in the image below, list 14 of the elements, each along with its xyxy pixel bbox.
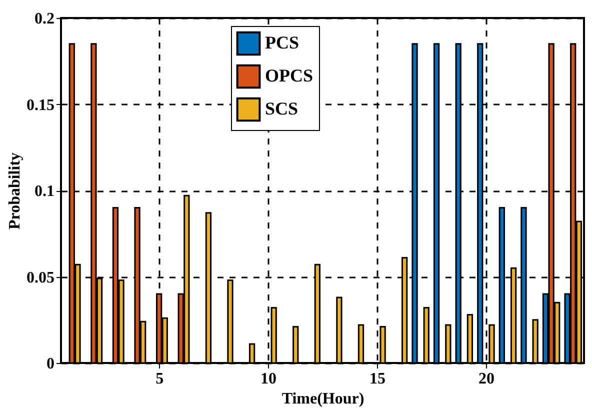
x-axis-title: Time(Hour) (282, 390, 364, 408)
y-tick-label: 0.2 (34, 10, 54, 28)
y-tick-label: 0.05 (26, 269, 54, 286)
x-tick-label: 20 (478, 370, 494, 388)
y-tick-label: 0.15 (26, 96, 54, 114)
x-tick-label: 10 (260, 370, 277, 388)
legend-label: OPCS (265, 66, 314, 86)
legend-label: SCS (265, 98, 298, 118)
y-axis-title: Probability (6, 152, 24, 230)
y-tick-label: 0 (46, 356, 54, 372)
x-tick-label: 15 (369, 370, 386, 388)
y-tick-label: 0.1 (34, 183, 54, 200)
legend-label: PCS (265, 32, 300, 52)
x-tick-label: 5 (156, 370, 164, 388)
